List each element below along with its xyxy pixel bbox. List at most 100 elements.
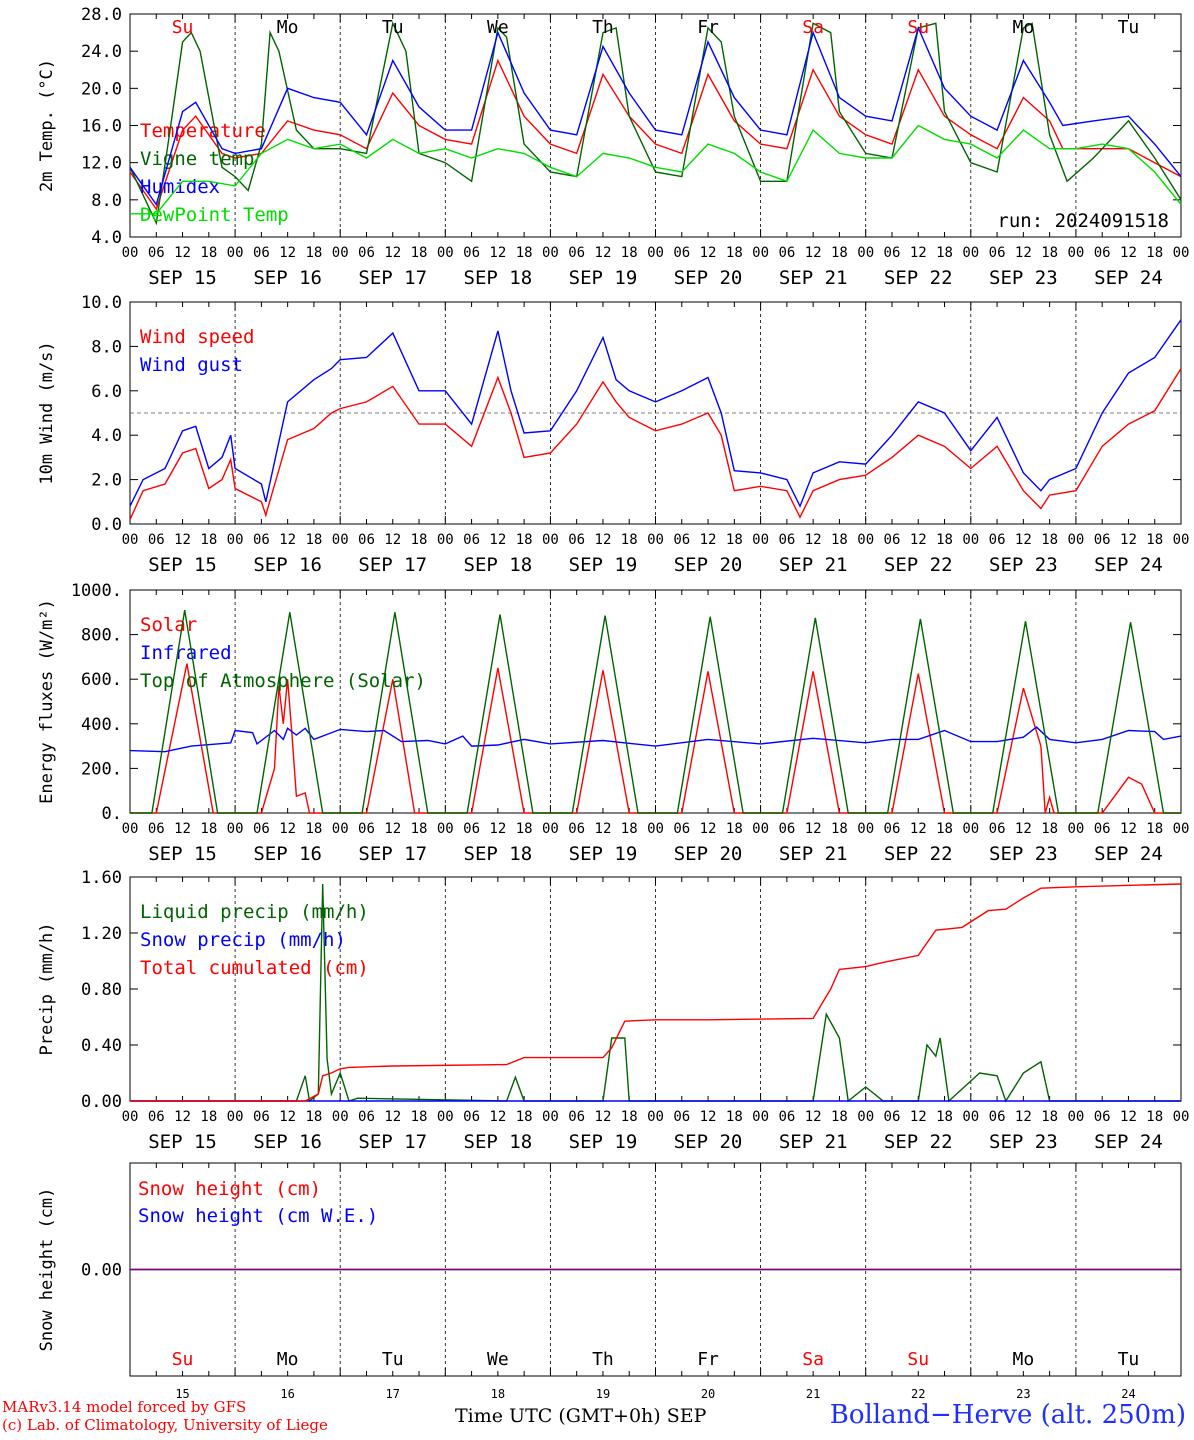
hour-tick-label: 18	[621, 1109, 638, 1125]
hour-tick-label: 12	[384, 245, 401, 261]
hour-tick-label: 06	[358, 245, 375, 261]
legend-entry: Snow precip (mm/h)	[140, 929, 346, 951]
hour-tick-label: 12	[489, 245, 506, 261]
hour-tick-label: 06	[778, 245, 795, 261]
y-tick-label: 4.0	[91, 426, 122, 446]
legend-entry: Top of Atmosphere (Solar)	[140, 670, 426, 692]
date-label: SEP 17	[358, 843, 427, 865]
hour-tick-label: 00	[332, 532, 349, 548]
hour-tick-label: 06	[778, 1109, 795, 1125]
date-label: SEP 21	[779, 554, 848, 576]
date-label: SEP 15	[148, 1131, 217, 1153]
hour-tick-label: 06	[148, 245, 165, 261]
y-tick-label: 0.40	[81, 1036, 122, 1056]
hour-tick-label: 12	[700, 532, 717, 548]
y-tick-label: 200.	[81, 759, 122, 779]
weekday-label: Th	[592, 17, 614, 38]
series-line	[130, 883, 1182, 1102]
date-label: SEP 18	[464, 554, 533, 576]
hour-tick-label: 06	[253, 245, 270, 261]
hour-tick-label: 06	[148, 1109, 165, 1125]
hour-tick-label: 12	[384, 1109, 401, 1125]
date-label: SEP 19	[569, 1131, 638, 1153]
y-tick-label: 0.00	[81, 1261, 122, 1281]
hour-tick-label: 00	[542, 1109, 559, 1125]
hour-tick-label: 18	[621, 532, 638, 548]
hour-tick-label: 06	[989, 245, 1006, 261]
hour-tick-label: 18	[726, 532, 743, 548]
hour-tick-label: 00	[332, 245, 349, 261]
date-label: SEP 19	[569, 843, 638, 865]
hour-tick-label: 12	[489, 532, 506, 548]
hour-tick-label: 00	[122, 532, 139, 548]
y-axis-title: Precip (mm/h)	[37, 922, 57, 1055]
hour-tick-label: 12	[1015, 821, 1032, 837]
hour-tick-label: 12	[805, 1109, 822, 1125]
hour-tick-label: 00	[962, 532, 979, 548]
hour-tick-label: 00	[857, 532, 874, 548]
date-label: SEP 16	[253, 554, 322, 576]
date-label: SEP 15	[148, 554, 217, 576]
hour-tick-label: 00	[542, 245, 559, 261]
hour-tick-label: 06	[358, 1109, 375, 1125]
series-line	[129, 726, 1182, 753]
hour-tick-label: 06	[673, 821, 690, 837]
date-label: SEP 24	[1094, 843, 1163, 865]
hour-tick-label: 00	[752, 532, 769, 548]
hour-tick-label: 12	[174, 821, 191, 837]
y-tick-label: 1.60	[81, 868, 122, 888]
hour-tick-label: 06	[148, 821, 165, 837]
hour-tick-label: 06	[463, 1109, 480, 1125]
y-axis-title: 2m Temp. (°C)	[37, 59, 57, 192]
weekday-label: Th	[592, 1349, 614, 1370]
hour-tick-label: 12	[1015, 245, 1032, 261]
hour-tick-label: 00	[647, 1109, 664, 1125]
y-tick-label: 28.0	[81, 5, 122, 25]
hour-tick-label: 18	[1041, 532, 1058, 548]
date-label: SEP 20	[674, 1131, 743, 1153]
date-label: SEP 24	[1094, 554, 1163, 576]
date-label: SEP 18	[464, 267, 533, 289]
hour-tick-label: 00	[437, 245, 454, 261]
y-tick-label: 4.0	[91, 228, 122, 248]
legend-entry: Vigne temp	[140, 148, 254, 170]
series-line	[129, 368, 1182, 520]
weekday-label: We	[487, 17, 509, 38]
hour-tick-label: 12	[910, 1109, 927, 1125]
hour-tick-label: 06	[358, 532, 375, 548]
hour-tick-label: 12	[700, 1109, 717, 1125]
hour-tick-label: 12	[805, 532, 822, 548]
hour-tick-label: 12	[489, 821, 506, 837]
date-label: SEP 16	[253, 1131, 322, 1153]
hour-tick-label: 00	[227, 245, 244, 261]
hour-tick-label: 00	[752, 1109, 769, 1125]
hour-tick-label: 00	[122, 245, 139, 261]
hour-tick-label: 06	[673, 1109, 690, 1125]
hour-tick-label: 12	[1120, 532, 1137, 548]
hour-tick-label: 18	[831, 1109, 848, 1125]
model-credit: MARv3.14 model forced by GFS	[2, 1398, 247, 1416]
weekday-label: Fr	[697, 1349, 719, 1370]
weekday-label: Tu	[382, 1349, 404, 1370]
hour-tick-label: 12	[384, 821, 401, 837]
hour-tick-label: 06	[358, 821, 375, 837]
hour-tick-label: 06	[1094, 821, 1111, 837]
hour-tick-label: 18	[200, 821, 217, 837]
hour-tick-label: 12	[595, 245, 612, 261]
hour-tick-label: 18	[621, 245, 638, 261]
day-number-label: 18	[491, 1387, 505, 1401]
hour-tick-label: 06	[778, 821, 795, 837]
y-tick-label: 24.0	[81, 42, 122, 62]
date-label: SEP 15	[148, 843, 217, 865]
date-label: SEP 23	[989, 843, 1058, 865]
hour-tick-label: 00	[857, 821, 874, 837]
hour-tick-label: 18	[1146, 245, 1163, 261]
date-label: SEP 20	[674, 267, 743, 289]
date-label: SEP 24	[1094, 267, 1163, 289]
hour-tick-label: 18	[200, 1109, 217, 1125]
weekday-label: Sa	[802, 17, 824, 38]
y-tick-label: 20.0	[81, 79, 122, 99]
hour-tick-label: 12	[1120, 821, 1137, 837]
day-number-label: 22	[911, 1387, 925, 1401]
hour-tick-label: 06	[1094, 532, 1111, 548]
